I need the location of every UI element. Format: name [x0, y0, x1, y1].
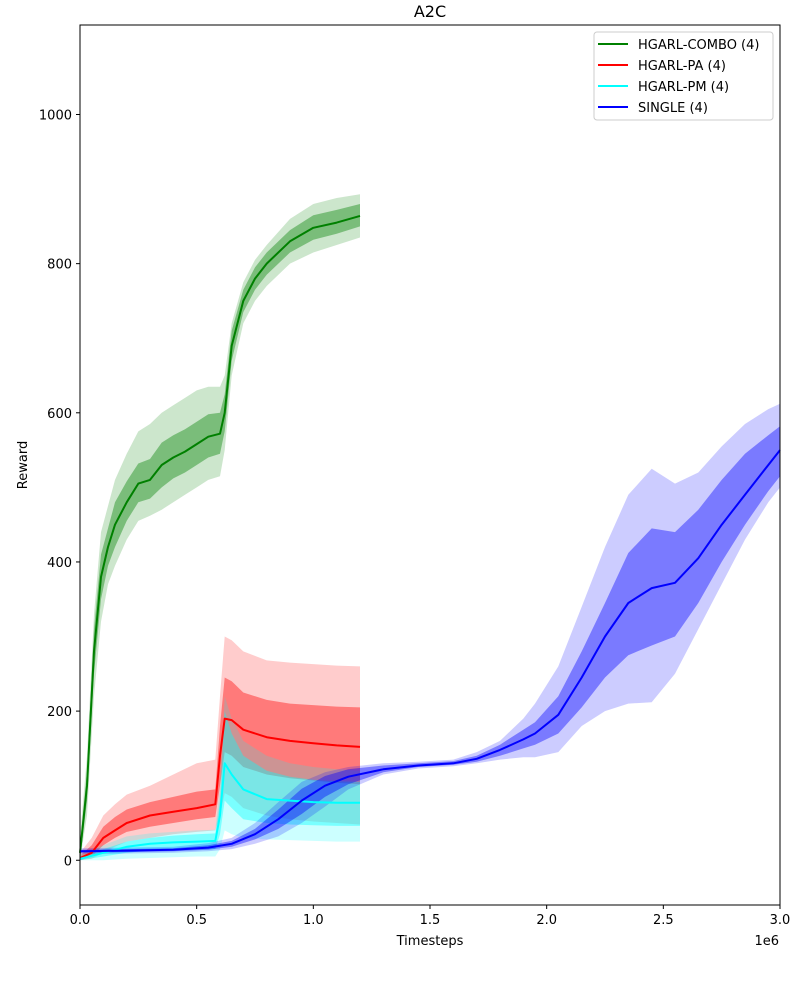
- x-tick-label: 0.0: [70, 913, 91, 928]
- legend-box: [593, 31, 774, 121]
- legend-label-0: HGARL-COMBO (4): [638, 38, 759, 53]
- x-axis-ticks: 0.0 0.5 1.0 1.5 2.0 2.5 3.0: [70, 905, 791, 928]
- x-tick-label: 0.5: [186, 913, 207, 928]
- y-tick-label: 200: [47, 705, 72, 720]
- y-tick-label: 0: [64, 854, 72, 869]
- x-tick-label: 3.0: [770, 913, 791, 928]
- x-tick-label: 2.5: [653, 913, 674, 928]
- x-tick-label: 2.0: [536, 913, 557, 928]
- legend-label-3: SINGLE (4): [638, 101, 708, 116]
- y-axis-ticks: 0 200 400 600 800 1000: [39, 108, 80, 869]
- x-axis-offset-label: 1e6: [754, 934, 779, 949]
- series-1-line: [79, 717, 361, 859]
- series-3-std-band: [80, 426, 780, 853]
- x-tick-label: 1.5: [420, 913, 441, 928]
- y-tick-label: 400: [47, 556, 72, 571]
- y-axis-label: Reward: [16, 441, 31, 489]
- series-0-line: [79, 214, 361, 853]
- legend-label-2: HGARL-PM (4): [638, 80, 729, 95]
- confidence-bands: [80, 194, 780, 861]
- legend: HGARL-COMBO (4) HGARL-PA (4) HGARL-PM (4) S…: [593, 31, 774, 121]
- series-lines: [79, 214, 781, 860]
- series-2-std-band: [80, 711, 360, 861]
- chart-title: A2C: [414, 2, 446, 21]
- y-tick-label: 1000: [39, 108, 72, 123]
- legend-label-1: HGARL-PA (4): [638, 59, 726, 74]
- y-tick-label: 800: [47, 258, 72, 273]
- x-axis-label: Timesteps: [396, 934, 464, 949]
- series-2-minmax-band: [80, 696, 360, 861]
- x-tick-label: 1.0: [303, 913, 324, 928]
- series-3-line: [79, 449, 781, 853]
- y-tick-label: 600: [47, 407, 72, 422]
